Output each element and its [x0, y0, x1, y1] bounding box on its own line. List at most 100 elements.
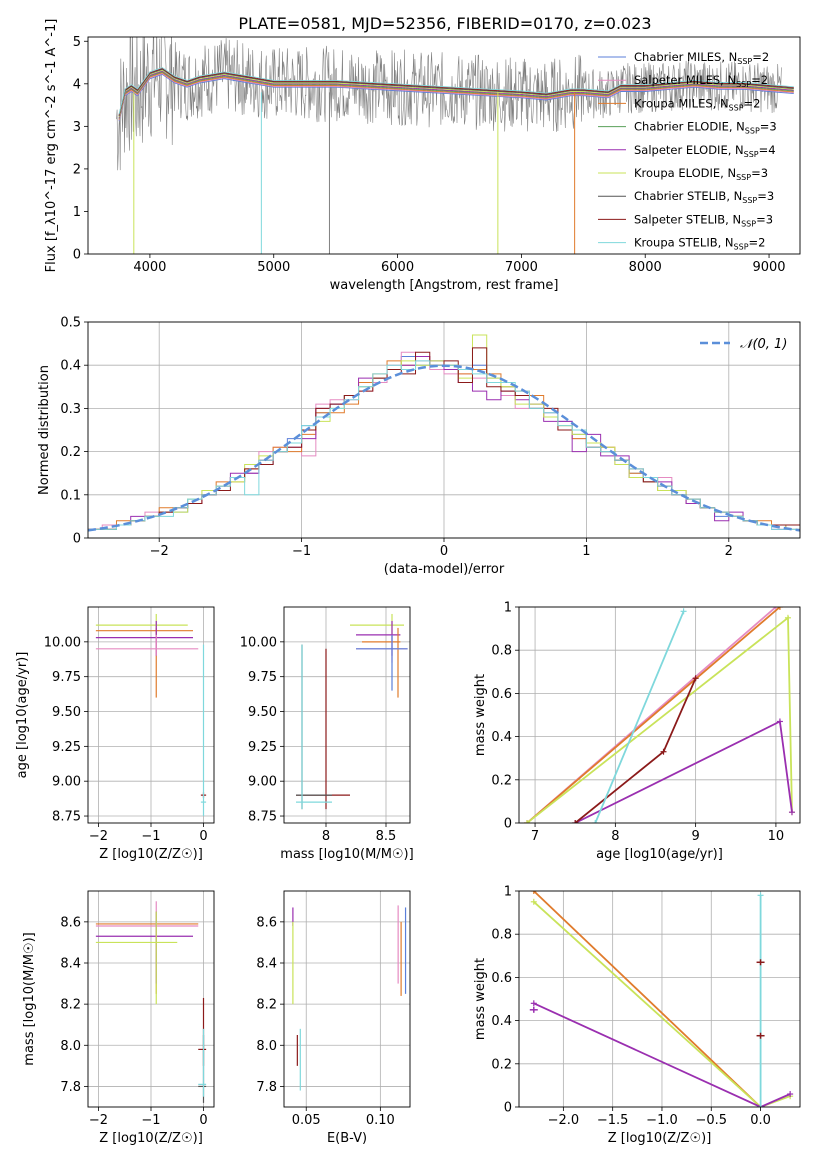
legend-label-chabrier_miles: Chabrier MILES, NSSP=2	[634, 50, 769, 66]
x-tick-label: −1	[141, 1113, 160, 1128]
y-tick-label: 10.00	[44, 635, 81, 650]
y-axis-label: mass weight	[473, 674, 488, 756]
y-tick-label: 8.2	[256, 998, 277, 1013]
x-axis-label: Z [log10(Z/Z☉)]	[99, 1131, 203, 1146]
y-tick-label: 4	[73, 77, 81, 92]
x-tick-label: 1	[582, 544, 590, 559]
x-tick-label: 0	[199, 1113, 207, 1128]
x-tick-label: 0.0	[750, 1113, 771, 1128]
y-axis-label: mass [log10(M/M☉)]	[22, 932, 37, 1065]
model-spectrum-chabrier_stelib	[118, 68, 794, 117]
y-tick-label: 8.75	[52, 810, 81, 825]
model-spectrum-salpeter_stelib	[118, 68, 794, 116]
x-tick-label: 9000	[752, 260, 785, 275]
figure-title: PLATE=0581, MJD=52356, FIBERID=0170, z=0…	[238, 14, 651, 33]
x-tick-label: 7	[531, 829, 539, 844]
panel-age_vs_mass: 8 8.5 8.75 9.00 9.25 9.50 9.75 10.00 mass [log10…	[240, 606, 414, 862]
model-spectrum-kroupa_stelib	[118, 67, 794, 115]
plot-area-mass_weight_vs_Z	[529, 891, 794, 1107]
x-tick-label: 0.10	[366, 1113, 395, 1128]
mass-weight-line-kroupa_miles	[533, 891, 762, 1107]
x-tick-label: 9	[691, 829, 699, 844]
x-tick-label: 8.5	[376, 829, 397, 844]
panel-residuals: −2 −1 0 1 2 0 0.1 0.2 0.3 0.4 0.5 (data-model)/erro…	[37, 316, 801, 577]
data-spectrum-line	[116, 37, 782, 171]
model-spectrum-kroupa_elodie	[118, 69, 794, 118]
mass-weight-line-salpeter_stelib	[574, 677, 697, 823]
mass-weight-line-kroupa_stelib	[594, 610, 685, 823]
legend-label-kroupa_elodie: Kroupa ELODIE, NSSP=3	[634, 166, 768, 182]
x-tick-label: 8	[322, 829, 330, 844]
y-tick-label: 0.8	[491, 644, 512, 659]
x-tick-label: −2	[89, 1113, 108, 1128]
y-tick-label: 0.2	[60, 445, 81, 460]
x-axis-label: age [log10(age/yr)]	[596, 847, 723, 862]
x-tick-label: 8000	[629, 260, 662, 275]
y-axis-label: Normed distribution	[37, 365, 52, 495]
y-tick-label: 7.8	[256, 1080, 277, 1095]
y-tick-label: 0.4	[491, 730, 512, 745]
y-tick-label: 0.3	[60, 402, 81, 417]
axes-frame	[518, 890, 801, 1108]
y-tick-label: 3	[73, 120, 81, 135]
y-tick-label: 8.0	[60, 1039, 81, 1054]
legend-label-chabrier_stelib: Chabrier STELIB, NSSP=3	[634, 189, 774, 205]
model-spectrum-kroupa_miles	[118, 72, 794, 120]
axes-frame	[283, 890, 411, 1108]
y-tick-label: 0.2	[491, 773, 512, 788]
y-tick-label: 0.4	[60, 359, 81, 374]
model-spectrum-salpeter_miles	[118, 73, 794, 121]
legend-label-salpeter_stelib: Salpeter STELIB, NSSP=3	[634, 212, 773, 228]
plot-area-mass_weight_vs_age	[524, 607, 795, 823]
y-tick-label: 9.25	[52, 740, 81, 755]
axes-frame	[87, 36, 801, 255]
plot-area-residuals	[88, 334, 800, 532]
legend-label-salpeter_miles: Salpeter MILES, NSSP=2	[634, 73, 768, 89]
x-tick-label: −0.5	[695, 1113, 727, 1128]
mass-weight-line-kroupa_miles	[526, 607, 781, 823]
axes-frame	[283, 606, 411, 824]
y-tick-label: 9.25	[248, 740, 277, 755]
y-tick-label: 8.4	[256, 957, 277, 972]
y-tick-label: 1	[504, 601, 512, 616]
panel-mass_weight_vs_age: 7 8 9 10 0 0.2 0.4 0.6 0.8 1 age [log10(age/yr)] ma…	[473, 601, 801, 862]
y-tick-label: 5	[73, 35, 81, 50]
x-tick-label: −2	[150, 544, 169, 559]
y-tick-label: 2	[73, 162, 81, 177]
panel-mass_vs_ebv: 0.05 0.10 7.8 8.0 8.2 8.4 8.6 E(B-V)	[256, 890, 411, 1146]
plot-area-age_vs_Z	[95, 613, 207, 817]
x-tick-label: 8	[611, 829, 619, 844]
legend-label-salpeter_elodie: Salpeter ELODIE, NSSP=4	[634, 143, 776, 159]
x-axis-label: E(B-V)	[327, 1131, 367, 1146]
y-tick-label: 9.00	[248, 775, 277, 790]
legend-label-kroupa_miles: Kroupa MILES, NSSP=2	[634, 96, 760, 112]
x-tick-label: 6000	[381, 260, 414, 275]
x-tick-label: 0	[199, 829, 207, 844]
y-tick-label: 0	[73, 248, 81, 263]
model-spectrum-salpeter_elodie	[118, 70, 794, 118]
x-tick-label: 10	[768, 829, 785, 844]
plot-area-spectrum	[116, 37, 794, 254]
y-tick-label: 9.75	[248, 670, 277, 685]
y-tick-label: 8.75	[248, 810, 277, 825]
y-tick-label: 1	[504, 885, 512, 900]
x-axis-label: mass [log10(M/M☉)]	[280, 847, 413, 862]
normal-reference-curve	[88, 364, 800, 532]
x-tick-label: −1.5	[597, 1113, 629, 1128]
y-tick-label: 0.6	[491, 687, 512, 702]
y-tick-label: 0	[504, 817, 512, 832]
y-tick-label: 7.8	[60, 1080, 81, 1095]
y-axis-label: Flux [f_λ10^-17 erg cm^-2 s^-1 A^-1]	[44, 19, 59, 273]
plot-area-age_vs_mass	[296, 613, 408, 810]
panel-mass_vs_Z: −2 −1 0 7.8 8.0 8.2 8.4 8.6 Z [log10(Z/Z☉)] mass …	[22, 890, 215, 1146]
x-tick-label: 7000	[505, 260, 538, 275]
y-axis-label: mass weight	[473, 958, 488, 1040]
y-tick-label: 1	[73, 205, 81, 220]
y-tick-label: 8.4	[60, 957, 81, 972]
y-tick-label: 8.6	[256, 915, 277, 930]
y-tick-label: 0.5	[60, 316, 81, 331]
y-tick-label: 0	[73, 532, 81, 547]
x-tick-label: 0	[440, 544, 448, 559]
plot-area-mass_vs_ebv	[292, 905, 407, 1091]
